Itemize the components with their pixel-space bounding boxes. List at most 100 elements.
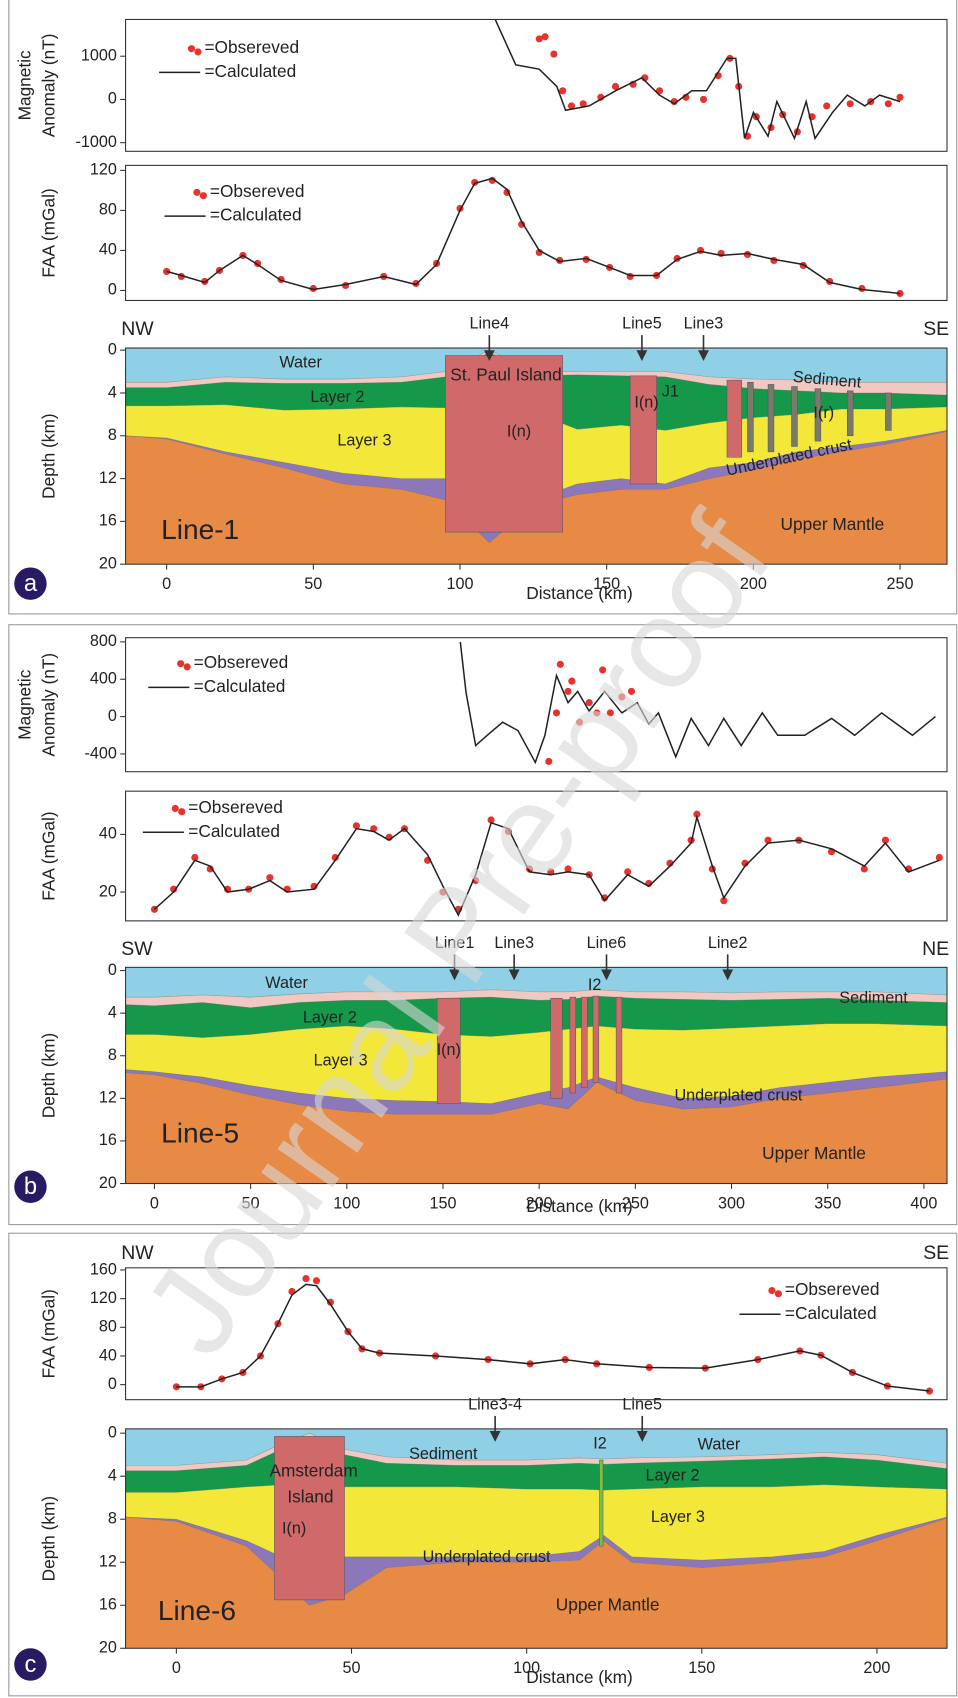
section-label: I(n)	[507, 423, 531, 441]
profile-chart: FAA (mGal)=Obsereved=Calculated04080120	[38, 161, 947, 301]
intrusive-body	[630, 376, 656, 484]
profile-marker-label: Line2	[708, 934, 748, 952]
legend-marker	[177, 660, 184, 667]
y-tick-label: 12	[99, 1553, 117, 1571]
section-label: Sediment	[409, 1445, 478, 1463]
y-axis-label: Anomaly (nT)	[38, 34, 58, 138]
y-tick-label: 0	[108, 961, 117, 979]
y-tick-label: 0	[108, 281, 117, 299]
y-axis-label: Magnetic	[15, 669, 35, 739]
section-label: Underplated crust	[423, 1548, 551, 1566]
y-tick-label: -400	[84, 744, 116, 762]
y-tick-label: 20	[99, 882, 117, 900]
direction-label: NW	[121, 318, 154, 340]
y-tick-label: 40	[99, 241, 117, 259]
x-tick-label: 150	[429, 1194, 456, 1212]
direction-label: NE	[922, 938, 949, 960]
intrusive-body	[616, 997, 622, 1093]
legend-marker	[172, 805, 179, 812]
observed-point	[542, 33, 549, 40]
legend-label: =Obsereved	[210, 181, 305, 201]
y-tick-label: 4	[108, 1003, 117, 1021]
section-label: J1	[662, 383, 679, 401]
y-tick-label: 40	[99, 1346, 117, 1364]
y-tick-label: 20	[99, 554, 117, 572]
section-label: I(n)	[634, 393, 658, 411]
profile-marker-label: Line6	[587, 934, 627, 952]
legend-marker	[200, 192, 207, 199]
y-tick-label: 0	[108, 1423, 117, 1441]
watermark: Journal Pre-proof	[117, 490, 799, 1379]
intrusive-body	[570, 997, 576, 1093]
section-label: I(r)	[813, 404, 834, 422]
plot-area	[495, 19, 903, 139]
section-label: Island	[287, 1487, 333, 1507]
intrusive-body	[593, 996, 599, 1082]
legend-label: =Obsereved	[194, 652, 289, 672]
y-tick-label: 0	[108, 340, 117, 358]
observed-point	[885, 100, 892, 107]
panel-letter: c	[25, 1651, 37, 1678]
panel-letter: b	[24, 1173, 37, 1200]
intrusive-body	[600, 1460, 604, 1546]
intrusive-body	[727, 380, 742, 457]
x-tick-label: 200	[863, 1659, 890, 1677]
y-axis-label: Anomaly (nT)	[38, 653, 58, 757]
legend-label: =Obsereved	[188, 797, 283, 817]
y-axis-label: Magnetic	[15, 50, 35, 120]
y-tick-label: 20	[99, 1639, 117, 1657]
y-tick-label: 80	[99, 201, 117, 219]
intrusive-body	[792, 387, 798, 447]
x-tick-label: 50	[342, 1659, 360, 1677]
observed-point	[896, 94, 903, 101]
y-tick-label: 4	[108, 383, 117, 401]
direction-label: SE	[923, 1242, 949, 1264]
y-tick-label: 400	[90, 670, 117, 688]
x-tick-label: 50	[304, 575, 322, 593]
section-label: Water	[265, 974, 308, 992]
section-label: Amsterdam	[269, 1461, 357, 1481]
intrusive-body	[885, 393, 891, 430]
direction-label: SE	[923, 318, 949, 340]
intrusive-body	[847, 391, 853, 436]
legend-marker	[188, 45, 195, 52]
y-tick-label: 120	[90, 161, 117, 179]
observed-point	[700, 96, 707, 103]
x-tick-label: 300	[718, 1194, 745, 1212]
y-tick-label: 16	[99, 512, 117, 530]
y-axis-label: Depth (km)	[38, 1033, 58, 1118]
intrusive-body	[581, 997, 587, 1088]
observed-point	[559, 87, 566, 94]
section-label: Water	[698, 1435, 741, 1453]
x-tick-label: 0	[150, 1194, 159, 1212]
y-tick-label: 12	[99, 469, 117, 487]
legend-label: =Calculated	[204, 61, 296, 81]
profile-marker-label: Line5	[622, 315, 662, 333]
calculated-line	[495, 19, 900, 138]
direction-label: SW	[121, 938, 153, 960]
y-tick-label: 800	[90, 632, 117, 650]
observed-point	[936, 854, 943, 861]
x-axis-label: Distance (km)	[526, 1667, 633, 1687]
section-label: Upper Mantle	[762, 1143, 866, 1163]
legend-label: =Obsereved	[785, 1279, 880, 1299]
intrusive-body	[748, 382, 754, 452]
y-tick-label: 4	[108, 1466, 117, 1484]
section-label: Layer 2	[645, 1467, 699, 1485]
y-axis-label: FAA (mGal)	[38, 1289, 58, 1378]
section-label: I(n)	[282, 1520, 306, 1538]
panel-letter: a	[24, 570, 38, 597]
observed-point	[550, 50, 557, 57]
observed-point	[847, 100, 854, 107]
y-axis-label: Depth (km)	[38, 1496, 58, 1581]
intrusive-body	[768, 384, 774, 451]
y-tick-label: 0	[108, 707, 117, 725]
x-tick-label: 0	[172, 1659, 181, 1677]
section-label: Line-1	[161, 514, 239, 545]
y-tick-label: 20	[99, 1174, 117, 1192]
section-label: Line-6	[158, 1595, 236, 1626]
legend-marker	[178, 808, 185, 815]
x-tick-label: 100	[446, 575, 473, 593]
x-axis-label: Distance (km)	[526, 1196, 633, 1216]
